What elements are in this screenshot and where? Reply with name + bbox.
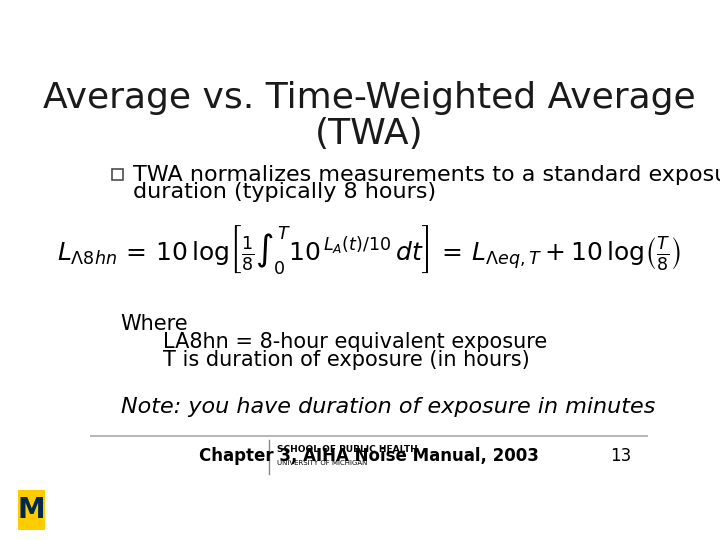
Text: UNIVERSITY OF MICHIGAN: UNIVERSITY OF MICHIGAN [277,460,367,466]
Text: LA8hn = 8-hour equivalent exposure: LA8hn = 8-hour equivalent exposure [163,332,546,352]
Text: TWA normalizes measurements to a standard exposure: TWA normalizes measurements to a standar… [133,165,720,185]
Text: Where: Where [121,314,189,334]
Text: $L_{\Lambda 8hn}\,=\,10\,\log\!\left[\frac{1}{8}\int_{0}^{T}10^{\,L_A(t)/10}\,dt: $L_{\Lambda 8hn}\,=\,10\,\log\!\left[\fr… [57,223,681,276]
Text: Chapter 3, AIHA Noise Manual, 2003: Chapter 3, AIHA Noise Manual, 2003 [199,448,539,465]
Text: 13: 13 [610,448,631,465]
Text: M: M [18,496,45,524]
Text: Note: you have duration of exposure in minutes: Note: you have duration of exposure in m… [121,397,655,417]
Bar [18,490,45,530]
Text: SCHOOL OF PUBLIC HEALTH: SCHOOL OF PUBLIC HEALTH [277,446,418,454]
Text: duration (typically 8 hours): duration (typically 8 hours) [133,182,436,202]
Text: (TWA): (TWA) [315,117,423,151]
Bar [112,168,124,180]
Text: T is duration of exposure (in hours): T is duration of exposure (in hours) [163,349,529,369]
Text: Average vs. Time-Weighted Average: Average vs. Time-Weighted Average [42,82,696,116]
